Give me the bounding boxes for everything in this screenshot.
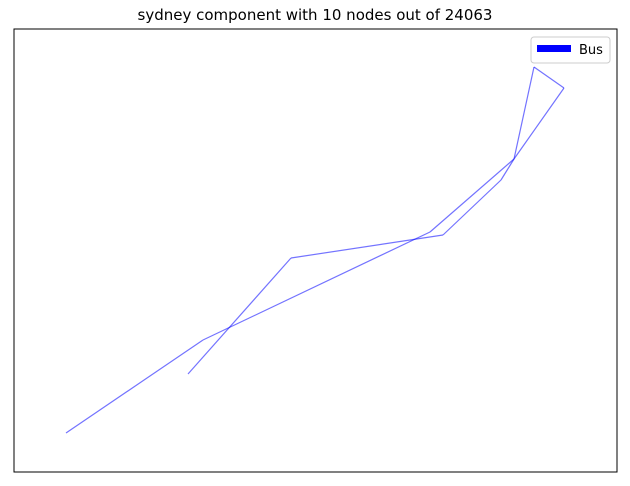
bus-edge <box>187 257 292 375</box>
edge-group <box>65 66 565 434</box>
legend-swatch-bus <box>537 45 571 52</box>
plot-frame <box>13 28 618 473</box>
chart-title: sydney component with 10 nodes out of 24… <box>137 6 493 24</box>
legend: Bus <box>530 36 611 64</box>
bus-edge <box>429 158 515 233</box>
bus-edge <box>202 231 431 341</box>
bus-edge <box>513 66 535 160</box>
bus-edge <box>533 66 565 89</box>
bus-edge <box>290 234 444 259</box>
bus-edge <box>513 87 565 160</box>
bus-edge <box>442 179 502 236</box>
bus-edge <box>500 158 515 181</box>
bus-edge <box>65 339 204 434</box>
legend-label-bus: Bus <box>579 43 603 58</box>
